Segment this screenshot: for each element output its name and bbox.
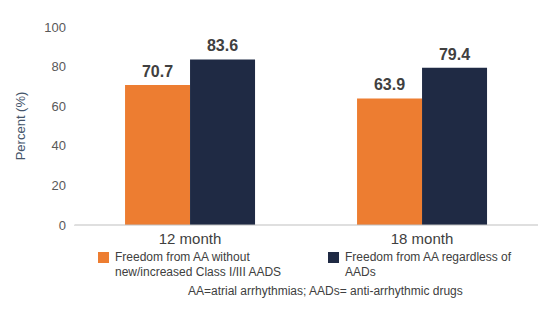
svg-text:0: 0 <box>59 218 66 233</box>
html-text:AA=atrial arrhythmias; AADs= a: AA=atrial arrhythmias; AADs= anti-arrhyt… <box>188 284 463 298</box>
svg-text:40: 40 <box>52 138 66 153</box>
svg-text:Percent (%): Percent (%) <box>13 92 28 161</box>
svg-text:70.7: 70.7 <box>142 63 173 80</box>
svg-text:18 month: 18 month <box>391 230 454 247</box>
html-text:Freedom from AA without new/in: Freedom from AA without new/increased Cl… <box>115 250 282 279</box>
html-text:Freedom from AA regardless of: Freedom from AA regardless of AADs <box>345 250 512 279</box>
svg-text:60: 60 <box>52 99 66 114</box>
svg-text:20: 20 <box>52 178 66 193</box>
svg-text:79.4: 79.4 <box>439 46 470 63</box>
svg-text:12 month: 12 month <box>159 230 222 247</box>
svg-text:80: 80 <box>52 59 66 74</box>
svg-text:63.9: 63.9 <box>374 76 405 93</box>
svg-text:83.6: 83.6 <box>207 37 238 54</box>
svg-text:100: 100 <box>44 20 66 35</box>
